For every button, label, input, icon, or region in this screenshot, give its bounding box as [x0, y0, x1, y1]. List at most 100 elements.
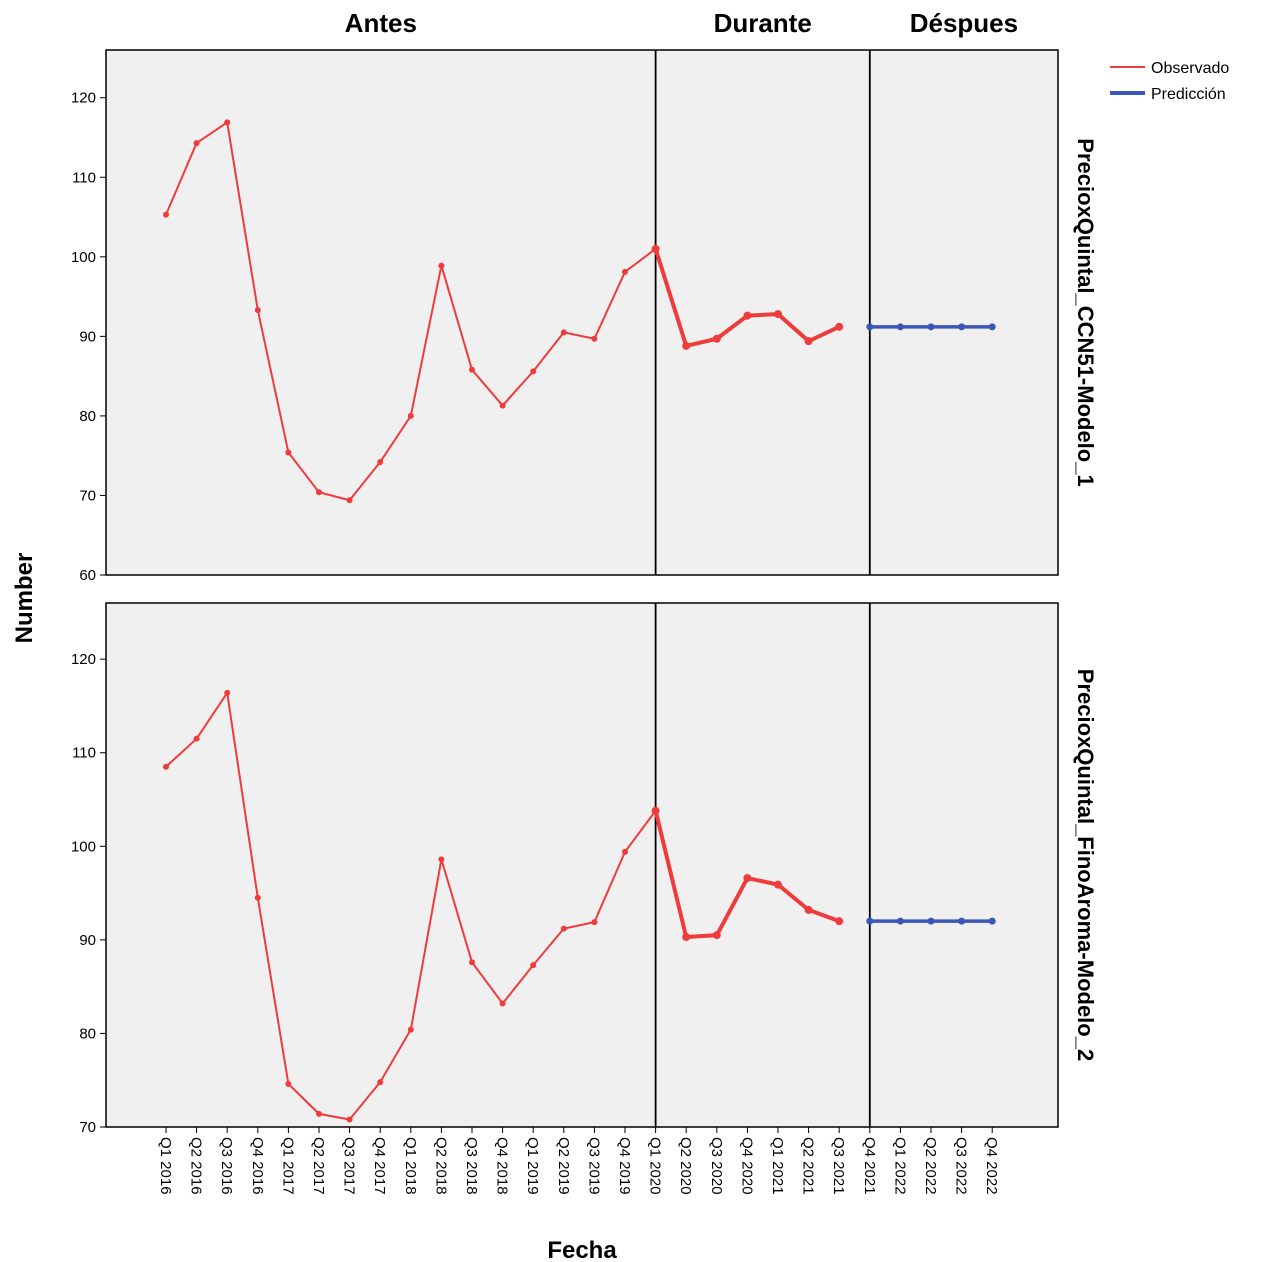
data-point [316, 489, 322, 496]
panel-title: PrecioxQuintal_FinoAroma-Modelo_2 [1073, 669, 1098, 1061]
y-tick-label: 80 [79, 408, 96, 425]
data-point [774, 310, 782, 319]
data-point [743, 311, 752, 320]
y-tick-label: 100 [71, 249, 96, 266]
y-tick-label: 70 [79, 1119, 96, 1136]
data-point [407, 412, 414, 419]
x-tick-label: Q4 2016 [249, 1137, 266, 1195]
series-predicción [866, 323, 996, 331]
period-title-déspues: Déspues [910, 8, 1018, 38]
data-point [988, 917, 996, 925]
data-point [651, 244, 660, 253]
data-point [346, 497, 353, 504]
data-point [927, 323, 935, 331]
x-tick-label: Q4 2020 [738, 1137, 755, 1195]
data-point [438, 262, 445, 269]
data-point [896, 323, 904, 331]
x-tick-label: Q1 2016 [157, 1137, 174, 1195]
x-tick-label: Q1 2021 [769, 1137, 786, 1195]
y-axis-title: Number [11, 553, 38, 644]
x-tick-label: Q4 2021 [861, 1137, 878, 1195]
data-point [835, 917, 844, 926]
data-point [193, 735, 200, 742]
legend-label: Observado [1151, 60, 1229, 77]
data-point [682, 933, 691, 942]
x-tick-label: Q3 2017 [341, 1137, 358, 1195]
data-point [712, 931, 721, 940]
data-point [530, 962, 537, 969]
y-tick-label: 60 [79, 567, 96, 584]
x-tick-label: Q3 2016 [218, 1137, 235, 1195]
period-titles: Antes Durante Déspues [345, 8, 1018, 38]
data-point [560, 925, 567, 932]
data-point [316, 1110, 322, 1117]
x-tick-label: Q2 2016 [188, 1137, 205, 1195]
x-tick-label: Q4 2017 [371, 1137, 388, 1195]
data-point [958, 917, 966, 925]
series-predicción [866, 917, 996, 925]
data-point [346, 1116, 353, 1123]
x-tick-label: Q1 2020 [647, 1137, 664, 1195]
data-point [712, 334, 721, 343]
y-tick-label: 110 [72, 169, 96, 186]
data-point [469, 366, 475, 373]
data-point [193, 140, 200, 147]
data-point [591, 335, 598, 342]
y-tick-label: 120 [71, 90, 96, 107]
data-point [896, 917, 904, 925]
data-point [469, 959, 475, 966]
x-tick-label: Q1 2019 [524, 1137, 541, 1195]
y-tick-label: 80 [79, 1025, 96, 1042]
legend-label: Predicción [1151, 86, 1226, 103]
y-tick-label: 110 [72, 745, 96, 762]
data-point [285, 1080, 292, 1087]
data-point [804, 337, 813, 346]
y-tick-label: 90 [79, 328, 96, 345]
x-tick-label: Q2 2021 [800, 1137, 817, 1195]
data-point [622, 268, 628, 275]
data-point [254, 307, 261, 314]
y-tick-label: 120 [71, 651, 96, 668]
y-tick-label: 90 [79, 932, 96, 949]
data-point [958, 323, 966, 331]
series-observado [163, 689, 844, 1123]
x-tick-label: Q4 2018 [494, 1137, 511, 1195]
x-tick-label: Q2 2017 [310, 1137, 327, 1195]
data-point [163, 211, 169, 218]
data-point [591, 919, 598, 926]
data-point [285, 449, 292, 456]
x-tick-label: Q2 2022 [922, 1137, 939, 1195]
x-axis-tick-labels: Q1 2016 Q2 2016 Q3 2016 Q4 2016 Q1 2017 Q2 20… [157, 1127, 1000, 1195]
data-point [499, 402, 506, 409]
data-point [254, 894, 261, 901]
x-tick-label: Q2 2018 [432, 1137, 449, 1195]
data-point [835, 322, 844, 331]
data-point [407, 1026, 414, 1033]
x-tick-label: Q1 2017 [279, 1137, 296, 1195]
chart-panels: 60 70 80 90 100 110 120 PrecioxQuintal_CCN51-Mo… [71, 49, 1098, 1136]
data-point [438, 856, 445, 863]
data-point [499, 1000, 506, 1007]
data-point [377, 1079, 384, 1086]
plot-area [105, 602, 1059, 1128]
y-tick-label: 70 [79, 487, 96, 504]
x-tick-label: Q2 2020 [677, 1137, 694, 1195]
data-point [804, 905, 813, 914]
x-tick-label: Q2 2019 [555, 1137, 572, 1195]
x-tick-label: Q3 2018 [463, 1137, 480, 1195]
panel-title: PrecioxQuintal_CCN51-Modelo_1 [1073, 138, 1098, 486]
x-tick-label: Q3 2020 [708, 1137, 725, 1195]
x-tick-label: Q3 2019 [585, 1137, 602, 1195]
data-point [866, 323, 874, 331]
period-title-durante: Durante [714, 8, 812, 38]
data-point [224, 119, 231, 126]
data-point [224, 689, 231, 696]
x-tick-label: Q4 2019 [616, 1137, 633, 1195]
data-point [163, 763, 169, 770]
series-observado [163, 119, 844, 504]
legend: Observado Predicción [1110, 60, 1229, 103]
panel-1: 60 70 80 90 100 110 120 PrecioxQuintal_CCN51-Mo… [71, 49, 1098, 584]
data-point [530, 368, 537, 375]
data-point [774, 880, 782, 889]
